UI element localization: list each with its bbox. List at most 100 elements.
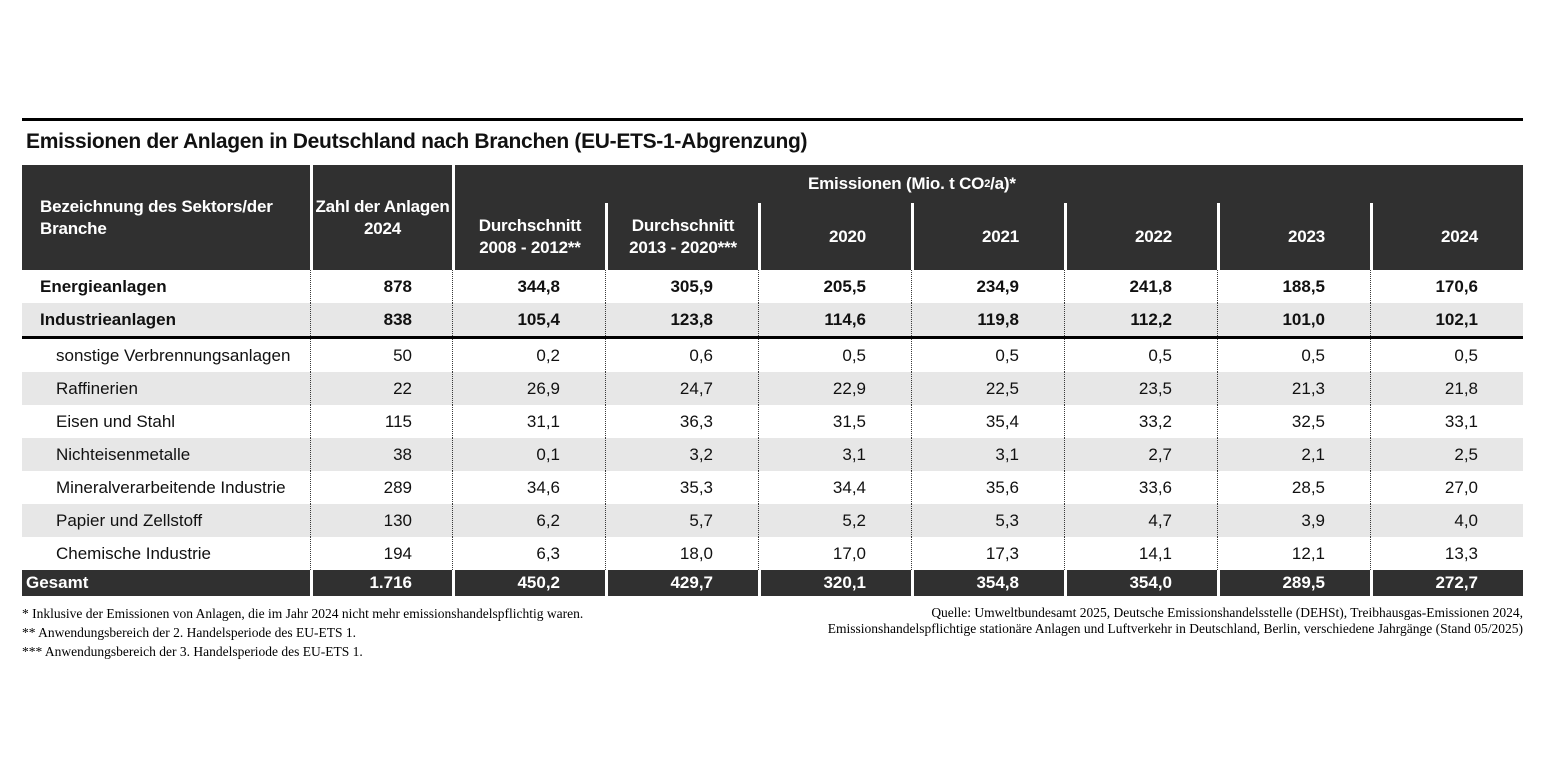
value-cell: 17,0 [758, 537, 911, 570]
footnote-2: ** Anwendungsbereich der 2. Handelsperio… [22, 625, 357, 640]
value-cell: 21,8 [1370, 372, 1523, 405]
top-rule [22, 118, 1523, 121]
emissions-unit-text: Emissionen (Mio. t CO [808, 174, 985, 193]
value-cell: 33,1 [1370, 405, 1523, 438]
value-cell: 123,8 [605, 303, 758, 336]
value-cell: 354,8 [911, 570, 1064, 596]
value-cell: 170,6 [1370, 270, 1523, 303]
value-cell: 34,6 [452, 471, 605, 504]
sector-cell: Mineralverarbeitende Industrie [56, 477, 286, 497]
value-cell: 429,7 [605, 570, 758, 596]
emissions-unit-suffix: /a)* [990, 174, 1016, 193]
value-cell: 27,0 [1370, 471, 1523, 504]
value-cell: 0,5 [758, 339, 911, 372]
header-sector: Bezeichnung des Sektors/der Branche [40, 196, 273, 238]
value-cell: 23,5 [1064, 372, 1217, 405]
header-period-2008-2012: Durchschnitt 2008 - 2012** [452, 203, 605, 270]
source-line-2: Emissionshandelspflichtige stationäre An… [827, 621, 1523, 636]
value-cell: 272,7 [1370, 570, 1523, 596]
value-cell: 31,5 [758, 405, 911, 438]
plant-count-cell: 50 [310, 339, 452, 372]
sector-cell: Chemische Industrie [56, 543, 211, 563]
value-cell: 114,6 [758, 303, 911, 336]
value-cell: 6,3 [452, 537, 605, 570]
value-cell: 450,2 [452, 570, 605, 596]
value-cell: 241,8 [1064, 270, 1217, 303]
value-cell: 3,1 [758, 438, 911, 471]
value-cell: 0,5 [1370, 339, 1523, 372]
value-cell: 205,5 [758, 270, 911, 303]
footnote-1: * Inklusive der Emissionen von Anlagen, … [22, 606, 584, 621]
header-plant-count-line2: 2024 [363, 218, 402, 238]
table-row-nichteisenmetalle: Nichteisenmetalle 38 0,1 3,2 3,1 3,1 2,7… [22, 438, 1523, 471]
value-cell: 102,1 [1370, 303, 1523, 336]
value-cell: 28,5 [1217, 471, 1370, 504]
value-cell: 32,5 [1217, 405, 1370, 438]
value-cell: 35,6 [911, 471, 1064, 504]
value-cell: 21,3 [1217, 372, 1370, 405]
period-label: Durchschnitt [478, 215, 582, 235]
value-cell: 5,3 [911, 504, 1064, 537]
value-cell: 4,0 [1370, 504, 1523, 537]
value-cell: 112,2 [1064, 303, 1217, 336]
header-emissions-group: Emissionen (Mio. t CO 2/a)* [452, 165, 1523, 203]
value-cell: 22,5 [911, 372, 1064, 405]
value-cell: 305,9 [605, 270, 758, 303]
value-cell: 5,2 [758, 504, 911, 537]
table-row-eisen-und-stahl: Eisen und Stahl 115 31,1 36,3 31,5 35,4 … [22, 405, 1523, 438]
value-cell: 105,4 [452, 303, 605, 336]
value-cell: 0,5 [1217, 339, 1370, 372]
value-cell: 2,7 [1064, 438, 1217, 471]
sector-cell: Nichteisenmetalle [56, 444, 191, 464]
plant-count-cell: 115 [310, 405, 452, 438]
footnotes: * Inklusive der Emissionen von Anlagen, … [22, 604, 583, 661]
value-cell: 6,2 [452, 504, 605, 537]
value-cell: 344,8 [452, 270, 605, 303]
value-cell: 24,7 [605, 372, 758, 405]
sector-cell: Energieanlagen [40, 276, 167, 296]
value-cell: 5,7 [605, 504, 758, 537]
plant-count-cell: 22 [310, 372, 452, 405]
value-cell: 119,8 [911, 303, 1064, 336]
source-line-1: Quelle: Umweltbundesamt 2025, Deutsche E… [931, 605, 1523, 620]
plant-count-cell: 1.716 [310, 570, 452, 596]
value-cell: 289,5 [1217, 570, 1370, 596]
value-cell: 18,0 [605, 537, 758, 570]
value-cell: 354,0 [1064, 570, 1217, 596]
value-cell: 22,9 [758, 372, 911, 405]
sector-cell: Papier und Zellstoff [56, 510, 203, 530]
header-year-2020: 2020 [758, 203, 911, 270]
value-cell: 0,2 [452, 339, 605, 372]
value-cell: 33,2 [1064, 405, 1217, 438]
value-cell: 4,7 [1064, 504, 1217, 537]
value-cell: 3,9 [1217, 504, 1370, 537]
table-row-papier-und-zellstoff: Papier und Zellstoff 130 6,2 5,7 5,2 5,3… [22, 504, 1523, 537]
value-cell: 234,9 [911, 270, 1064, 303]
period-label: Durchschnitt [631, 215, 735, 235]
sector-cell: sonstige Verbrennungsanlagen [56, 345, 291, 365]
sector-cell: Raffinerien [56, 378, 138, 398]
header-plant-count-line1: Zahl der Anlagen [315, 196, 450, 216]
plant-count-cell: 130 [310, 504, 452, 537]
value-cell: 36,3 [605, 405, 758, 438]
source-note: Quelle: Umweltbundesamt 2025, Deutsche E… [828, 604, 1523, 661]
value-cell: 2,1 [1217, 438, 1370, 471]
value-cell: 31,1 [452, 405, 605, 438]
value-cell: 320,1 [758, 570, 911, 596]
sector-cell: Eisen und Stahl [56, 411, 176, 431]
table-header: Bezeichnung des Sektors/der Branche Zahl… [22, 165, 1523, 270]
value-cell: 13,3 [1370, 537, 1523, 570]
value-cell: 35,4 [911, 405, 1064, 438]
value-cell: 12,1 [1217, 537, 1370, 570]
value-cell: 0,5 [1064, 339, 1217, 372]
table-row-industrieanlagen: Industrieanlagen 838 105,4 123,8 114,6 1… [22, 303, 1523, 336]
header-year-2023: 2023 [1217, 203, 1370, 270]
value-cell: 35,3 [605, 471, 758, 504]
plant-count-cell: 194 [310, 537, 452, 570]
value-cell: 34,4 [758, 471, 911, 504]
table-row-mineralverarbeitende-industrie: Mineralverarbeitende Industrie 289 34,6 … [22, 471, 1523, 504]
table-row-chemische-industrie: Chemische Industrie 194 6,3 18,0 17,0 17… [22, 537, 1523, 570]
table-row-sonstige-verbrennungsanlagen: sonstige Verbrennungsanlagen 50 0,2 0,6 … [22, 339, 1523, 372]
value-cell: 2,5 [1370, 438, 1523, 471]
